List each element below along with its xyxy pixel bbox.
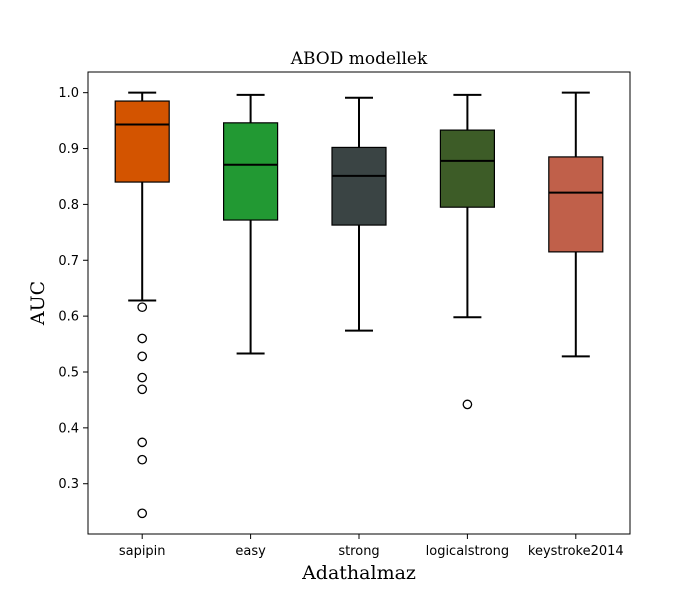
y-tick-label: 0.6 — [58, 310, 79, 325]
chart-title: ABOD modellek — [290, 49, 428, 69]
iqr-box — [331, 146, 387, 226]
x-tick-label: logicalstrong — [426, 544, 510, 559]
outlier-point — [137, 333, 148, 344]
y-tick-label: 0.9 — [58, 142, 79, 157]
iqr-box — [114, 100, 170, 183]
x-axis-label: Adathalmaz — [301, 562, 416, 584]
y-tick-label: 1.0 — [58, 86, 79, 101]
box-keystroke2014 — [548, 91, 604, 358]
plot-frame — [87, 71, 631, 535]
y-axis-label: AUC — [27, 281, 49, 326]
box-sapipin — [114, 91, 170, 519]
y-tick-label: 0.5 — [58, 365, 79, 380]
y-tick-label: 0.7 — [58, 254, 79, 269]
x-tick-label: sapipin — [119, 544, 166, 559]
outlier-point — [462, 399, 473, 410]
x-tick-label: easy — [235, 544, 266, 559]
iqr-box — [439, 129, 495, 208]
box-strong — [331, 96, 387, 332]
outlier-point — [137, 454, 148, 465]
outlier-point — [137, 372, 148, 383]
y-tick-label: 0.3 — [58, 477, 79, 492]
x-tick-label: strong — [338, 544, 379, 559]
box-logicalstrong — [439, 93, 495, 410]
outlier-point — [137, 437, 148, 448]
outlier-point — [137, 302, 148, 313]
iqr-box — [548, 156, 604, 253]
outlier-point — [137, 351, 148, 362]
y-tick-label: 0.8 — [58, 198, 79, 213]
y-tick-label: 0.4 — [58, 421, 79, 436]
x-tick-label: keystroke2014 — [528, 544, 624, 559]
box-easy — [223, 93, 279, 355]
outlier-point — [137, 384, 148, 395]
iqr-box — [223, 122, 279, 221]
plot-area: 0.3 0.4 0.5 0.6 0.7 0.8 0.9 1.0 sapipin easy stron… — [58, 71, 631, 559]
outlier-point — [137, 508, 148, 519]
